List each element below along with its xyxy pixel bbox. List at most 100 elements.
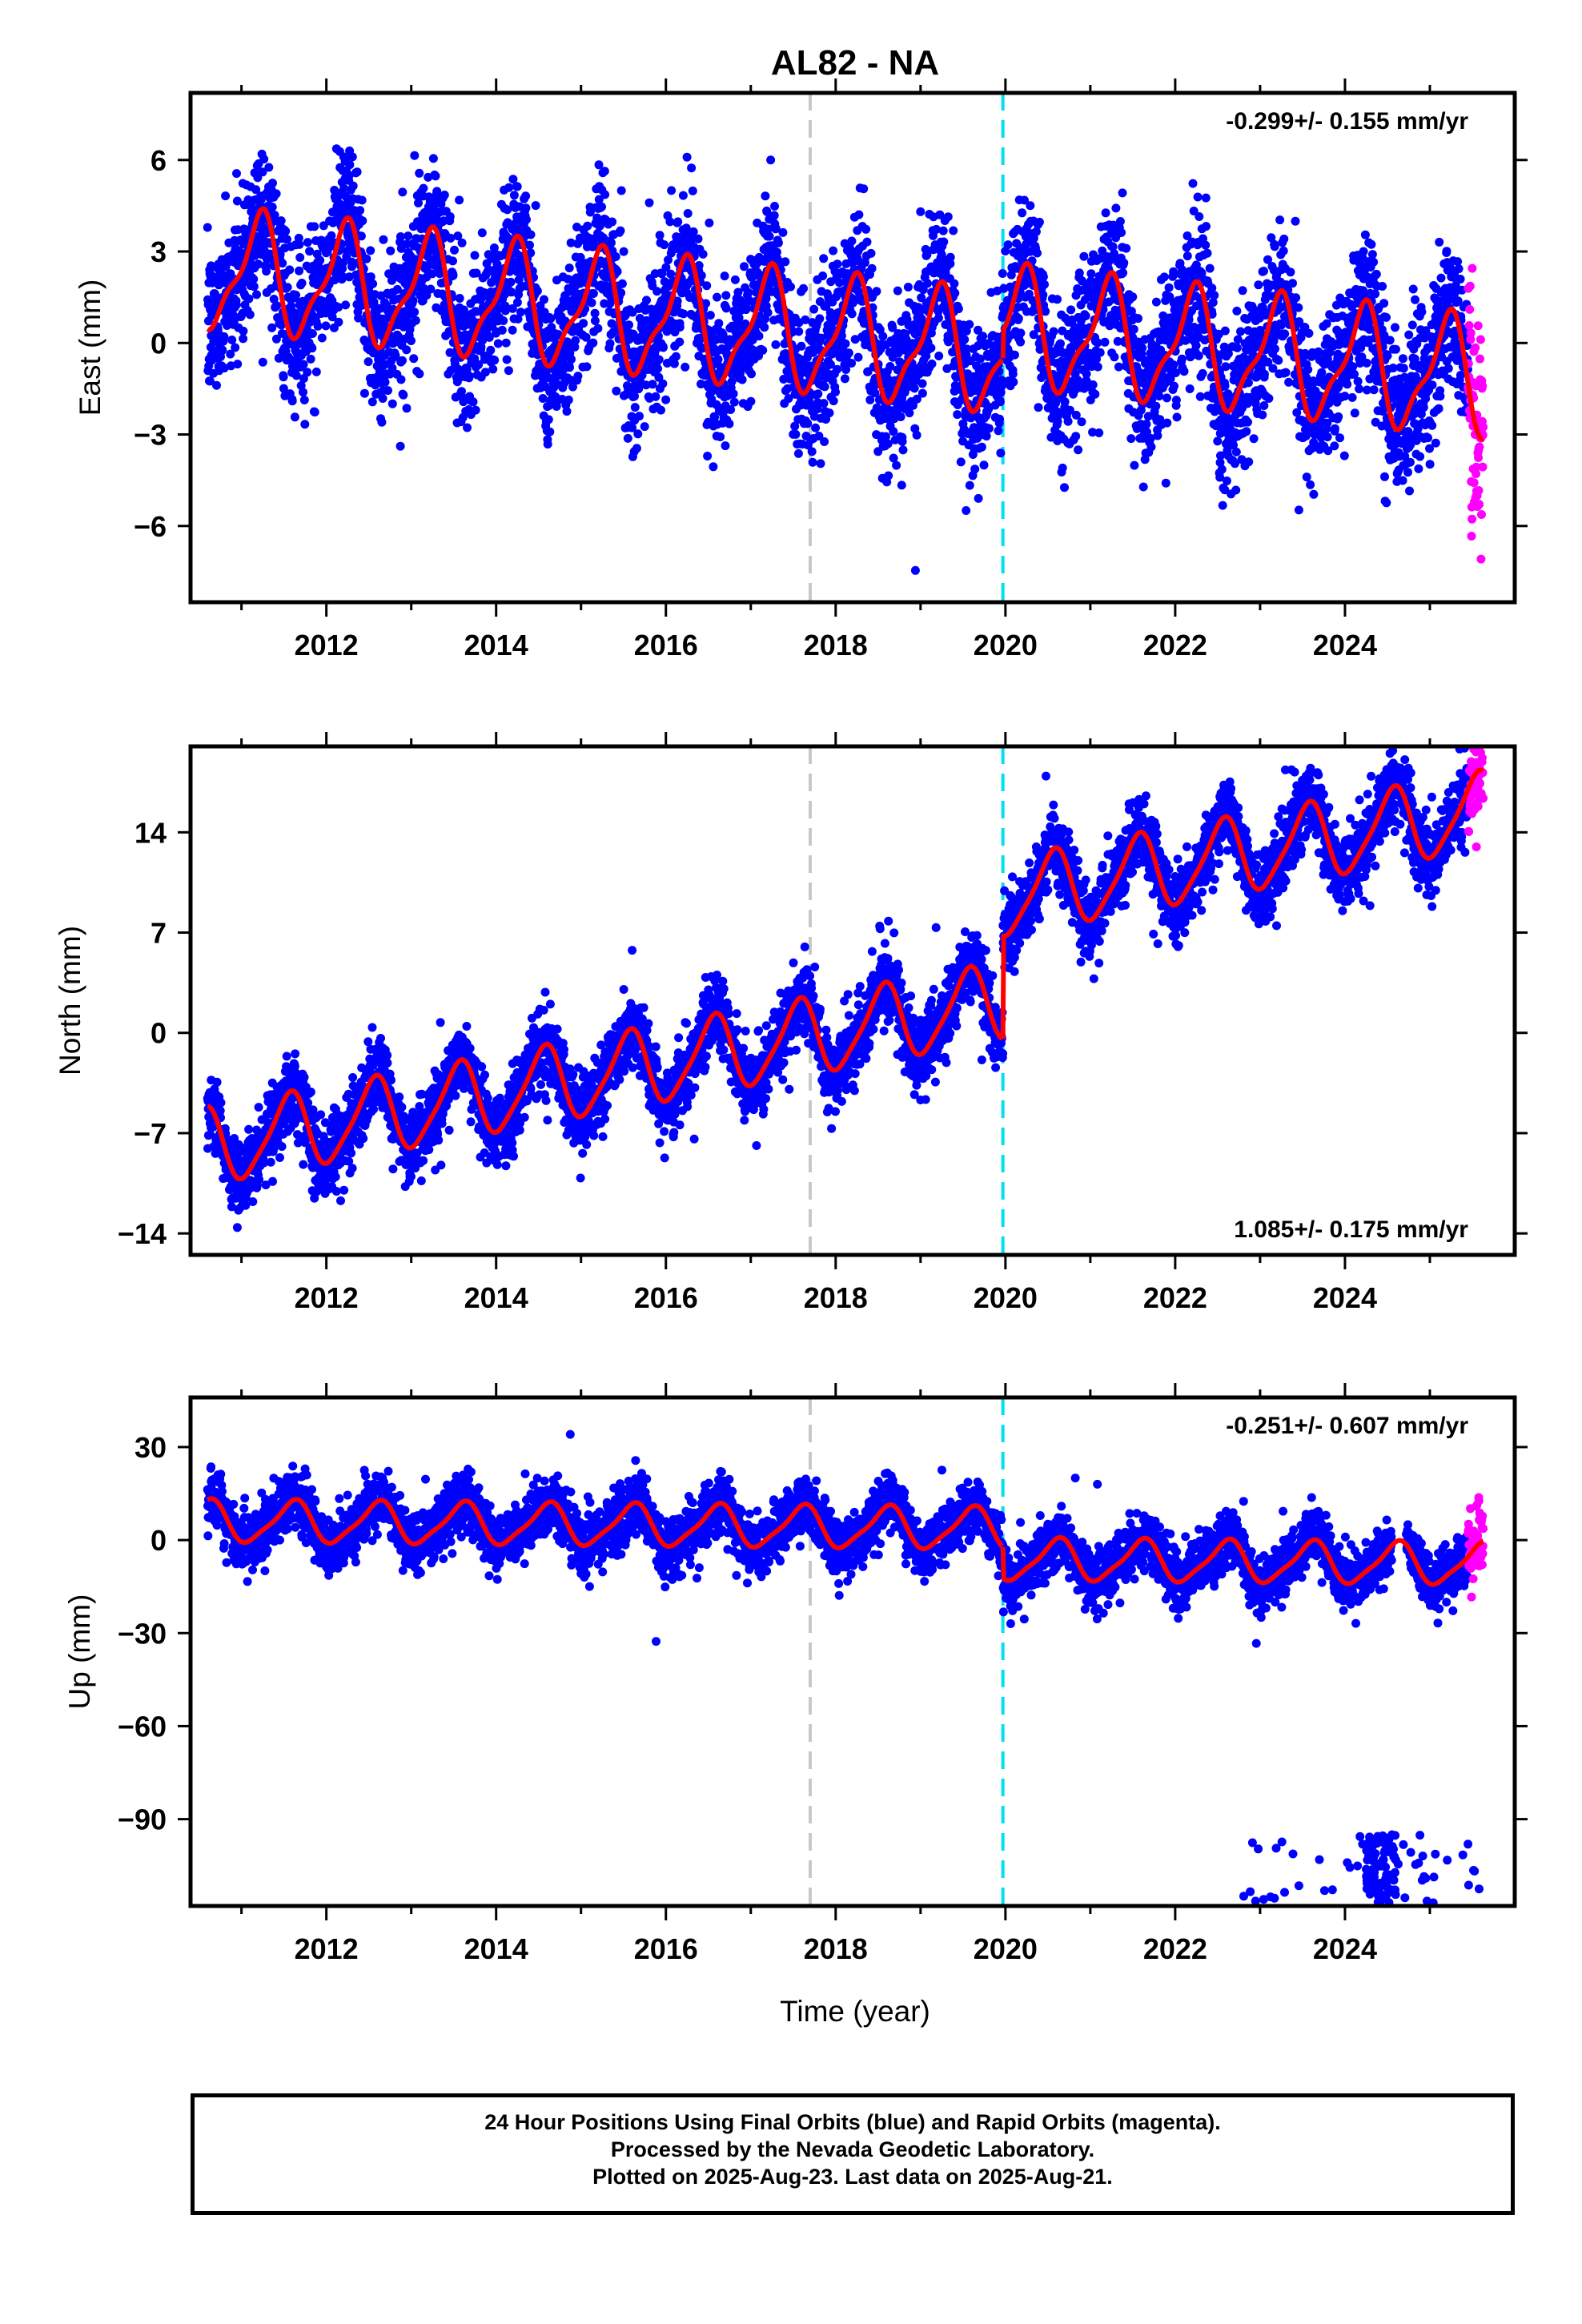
- data-point: [1185, 384, 1195, 393]
- data-point: [694, 261, 704, 270]
- data-point: [432, 187, 442, 196]
- data-point: [965, 480, 974, 490]
- data-point: [291, 371, 301, 380]
- data-point: [384, 269, 394, 279]
- data-point: [583, 221, 592, 231]
- data-point: [1347, 392, 1357, 402]
- data-point: [428, 269, 437, 279]
- data-point: [766, 155, 776, 165]
- data-point: [681, 362, 690, 372]
- data-point: [769, 211, 779, 220]
- data-point: [608, 217, 617, 227]
- data-point: [1294, 303, 1303, 312]
- data-point: [1259, 267, 1268, 275]
- data-point: [295, 266, 304, 275]
- data-point: [809, 304, 819, 314]
- data-point: [688, 186, 697, 195]
- data-point: [606, 238, 616, 247]
- data-point: [264, 163, 274, 172]
- data-point: [996, 448, 1006, 458]
- data-point: [793, 448, 803, 458]
- data-point: [1122, 243, 1131, 253]
- data-point: [872, 287, 881, 296]
- data-point: [612, 386, 621, 396]
- data-point: [1188, 179, 1198, 188]
- data-point: [1074, 268, 1084, 278]
- data-point: [1220, 381, 1230, 391]
- data-point: [512, 182, 522, 191]
- data-point: [1088, 380, 1098, 389]
- data-point: [1066, 305, 1076, 315]
- data-point: [1231, 485, 1241, 495]
- data-point: [1086, 269, 1096, 279]
- data-point: [570, 342, 580, 352]
- data-point: [362, 254, 371, 263]
- data-point: [455, 195, 464, 205]
- data-point: [642, 296, 651, 305]
- data-point: [617, 279, 627, 288]
- data-point: [840, 374, 849, 384]
- data-point: [428, 154, 438, 163]
- data-point: [1171, 396, 1181, 405]
- data-point: [721, 291, 731, 300]
- data-point: [1119, 258, 1129, 267]
- data-point: [525, 240, 534, 250]
- data-point: [543, 440, 552, 449]
- data-point: [1115, 217, 1125, 226]
- data-point: [303, 368, 312, 377]
- data-point: [611, 252, 620, 261]
- data-point: [1151, 401, 1161, 411]
- data-point: [593, 324, 603, 333]
- data-point: [1274, 356, 1283, 365]
- data-point: [398, 356, 407, 365]
- data-point: [468, 397, 478, 407]
- data-point: [926, 344, 936, 352]
- data-point: [232, 196, 242, 206]
- data-point: [526, 230, 536, 239]
- data-point: [490, 356, 500, 365]
- data-point: [1134, 314, 1142, 324]
- data-point: [327, 312, 337, 322]
- data-point: [219, 332, 229, 341]
- data-point: [709, 462, 718, 472]
- data-point: [471, 405, 480, 415]
- data-point: [1058, 463, 1067, 472]
- data-point: [1018, 208, 1027, 218]
- data-point: [1034, 217, 1044, 227]
- data-point: [1306, 480, 1315, 489]
- data-point: [1275, 215, 1285, 225]
- data-point: [814, 432, 824, 440]
- data-point: [655, 231, 665, 240]
- data-point: [673, 296, 682, 306]
- data-point: [616, 186, 626, 195]
- data-point: [299, 396, 309, 404]
- data-point: [811, 423, 821, 432]
- data-point: [652, 287, 662, 296]
- data-point: [492, 259, 502, 269]
- data-point: [1193, 192, 1203, 202]
- data-point: [666, 269, 676, 279]
- data-point: [861, 224, 871, 234]
- data-point: [1162, 393, 1171, 403]
- data-point: [597, 202, 606, 211]
- data-point: [1231, 447, 1241, 456]
- data-point: [344, 171, 354, 180]
- data-point: [943, 212, 953, 222]
- data-point: [504, 183, 514, 192]
- data-point: [245, 310, 255, 320]
- data-point: [267, 203, 277, 211]
- data-point: [761, 301, 771, 311]
- data-point: [897, 480, 906, 490]
- data-point: [226, 349, 235, 359]
- data-point: [594, 160, 604, 170]
- data-point: [380, 360, 390, 369]
- data-point: [271, 189, 281, 199]
- data-point: [470, 251, 480, 260]
- data-point: [396, 375, 406, 384]
- data-point: [949, 226, 958, 235]
- data-point: [408, 296, 418, 306]
- data-point: [970, 464, 980, 474]
- data-point: [203, 223, 212, 232]
- data-point: [678, 191, 688, 200]
- data-point: [765, 231, 774, 241]
